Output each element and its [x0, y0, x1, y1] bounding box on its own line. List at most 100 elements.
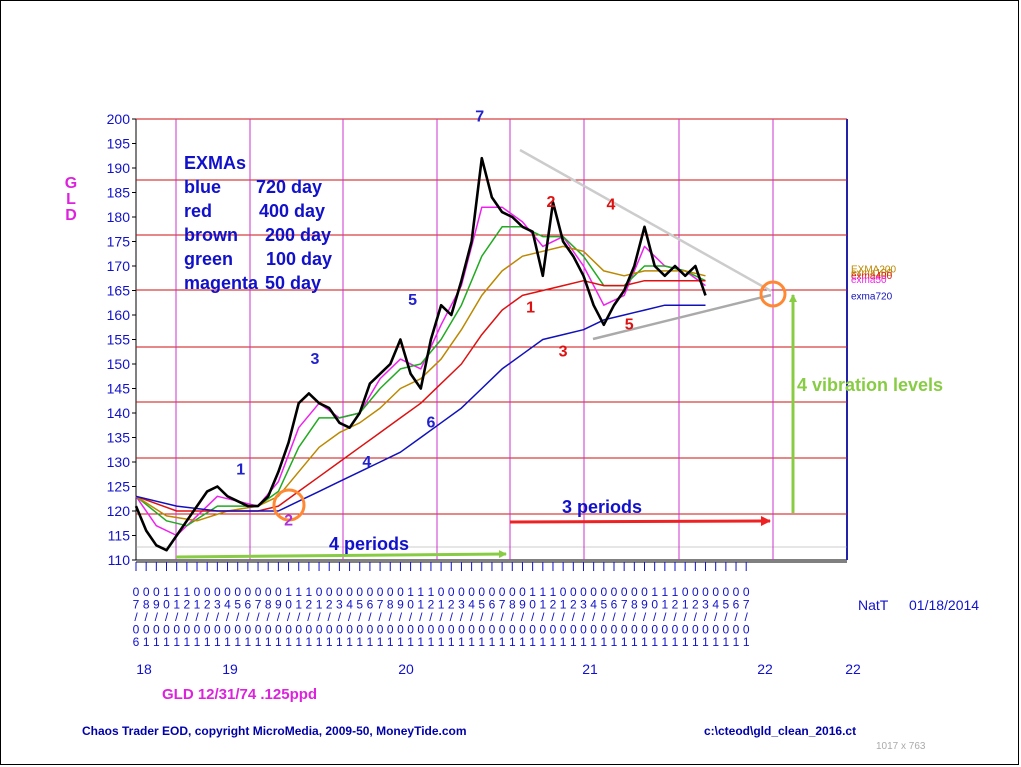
x-tick-char: 0: [224, 623, 231, 637]
x-tick-char: 1: [661, 585, 668, 599]
upper-trendline: [519, 148, 772, 293]
x-tick-label: 06/01: [733, 585, 740, 649]
x-tick-label: 04/01: [468, 585, 475, 649]
x-tick-char: /: [195, 610, 199, 624]
y-tick-label: 120: [107, 503, 131, 519]
x-tick-label: 03/01: [580, 585, 587, 649]
x-tick-char: 0: [712, 623, 719, 637]
x-tick-char: 0: [367, 623, 374, 637]
x-tick-char: /: [663, 610, 667, 624]
x-tick-char: /: [511, 610, 515, 624]
y-tick-label: 145: [107, 381, 131, 397]
x-tick-char: /: [267, 610, 271, 624]
x-tick-char: 0: [529, 623, 536, 637]
x-tick-char: 0: [692, 623, 699, 637]
x-tick-char: 8: [143, 598, 150, 612]
legend-value: 50 day: [265, 273, 321, 293]
x-tick-char: 4: [224, 598, 231, 612]
x-tick-label: 07/01: [255, 585, 262, 649]
x-tick-char: 0: [641, 623, 648, 637]
wave-label: 1: [526, 300, 535, 317]
x-tick-char: 1: [285, 585, 292, 599]
x-tick-char: /: [531, 610, 535, 624]
x-tick-char: 0: [590, 585, 597, 599]
pivot-circle: [272, 488, 306, 522]
x-tick-char: 0: [590, 623, 597, 637]
x-tick-char: 0: [356, 585, 363, 599]
x-tick-char: /: [246, 610, 250, 624]
wave-label: 5: [625, 317, 634, 334]
x-tick-char: 0: [682, 585, 689, 599]
x-tick-char: 0: [417, 623, 424, 637]
x-tick-char: 1: [316, 598, 323, 612]
x-tick-char: 0: [489, 585, 496, 599]
x-tick-char: 6: [133, 635, 140, 649]
x-tick-char: 0: [255, 623, 262, 637]
x-tick-char: 1: [173, 598, 180, 612]
x-tick-char: /: [612, 610, 616, 624]
x-tick-char: 1: [428, 585, 435, 599]
x-tick-char: 0: [611, 585, 618, 599]
x-tick-label: 08/01: [143, 585, 150, 649]
x-tick-char: /: [328, 610, 332, 624]
x-tick-label: 10/01: [651, 585, 658, 649]
x-tick-char: 0: [438, 585, 445, 599]
y-tick-label: 130: [107, 454, 131, 470]
series-line: [135, 304, 706, 512]
x-tick-label: 07/01: [621, 585, 628, 649]
x-tick-char: 0: [651, 623, 658, 637]
x-tick-char: /: [155, 610, 159, 624]
legend-name: green: [184, 249, 233, 269]
x-tick-char: 1: [407, 585, 414, 599]
y-tick-label: 170: [107, 258, 131, 274]
x-tick-char: 0: [499, 623, 506, 637]
x-tick-char: 1: [265, 635, 272, 649]
y-tick-label: 155: [107, 332, 131, 348]
x-tick-char: /: [460, 610, 464, 624]
x-tick-char: 1: [234, 635, 241, 649]
x-tick-char: 0: [458, 585, 465, 599]
x-tick-char: 1: [438, 598, 445, 612]
x-tick-char: /: [622, 610, 626, 624]
year-label: 21: [582, 661, 598, 677]
x-tick-label: 01/01: [438, 585, 445, 649]
x-tick-char: 5: [478, 598, 485, 612]
year-label: 22: [757, 661, 773, 677]
x-tick-char: 0: [641, 585, 648, 599]
x-tick-char: /: [409, 610, 413, 624]
x-tick-label: 07/01: [743, 585, 750, 649]
x-tick-char: /: [653, 610, 657, 624]
x-tick-char: 0: [651, 598, 658, 612]
x-tick-char: 1: [560, 598, 567, 612]
x-tick-char: /: [297, 610, 301, 624]
x-tick-char: 1: [397, 635, 404, 649]
x-tick-char: /: [429, 610, 433, 624]
x-tick-char: /: [175, 610, 179, 624]
x-tick-char: 0: [387, 585, 394, 599]
x-tick-char: 1: [550, 635, 557, 649]
x-tick-char: 0: [326, 585, 333, 599]
x-tick-label: 08/01: [265, 585, 272, 649]
y-tick-label: 160: [107, 307, 131, 323]
x-tick-char: 0: [234, 585, 241, 599]
x-tick-char: 0: [377, 585, 384, 599]
series-line: [134, 156, 707, 552]
x-tick-label: 08/01: [631, 585, 638, 649]
x-tick-label: 03/01: [458, 585, 465, 649]
x-tick-char: 9: [397, 598, 404, 612]
x-tick-char: 0: [346, 623, 353, 637]
x-tick-char: 0: [428, 623, 435, 637]
x-tick-char: 1: [570, 635, 577, 649]
x-tick-char: 1: [316, 635, 323, 649]
x-tick-char: 3: [214, 598, 221, 612]
x-tick-char: /: [633, 610, 637, 624]
x-tick-char: 1: [163, 585, 170, 599]
x-tick-label: 12/01: [428, 585, 435, 649]
x-tick-char: 1: [692, 635, 699, 649]
x-tick-label: 04/01: [590, 585, 597, 649]
x-tick-label: 07/01: [377, 585, 384, 649]
x-tick-char: 8: [265, 598, 272, 612]
x-tick-char: 1: [682, 598, 689, 612]
x-tick-char: 0: [489, 623, 496, 637]
